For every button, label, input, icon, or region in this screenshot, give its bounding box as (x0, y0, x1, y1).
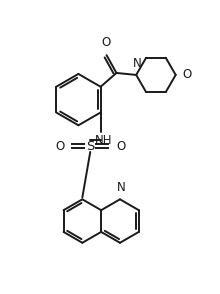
Text: O: O (116, 140, 125, 153)
Text: N: N (133, 57, 141, 70)
Text: N: N (117, 181, 125, 194)
Text: O: O (101, 36, 110, 49)
Text: NH: NH (95, 134, 112, 147)
Text: O: O (55, 140, 65, 153)
Text: S: S (86, 140, 94, 153)
Text: O: O (183, 69, 192, 81)
